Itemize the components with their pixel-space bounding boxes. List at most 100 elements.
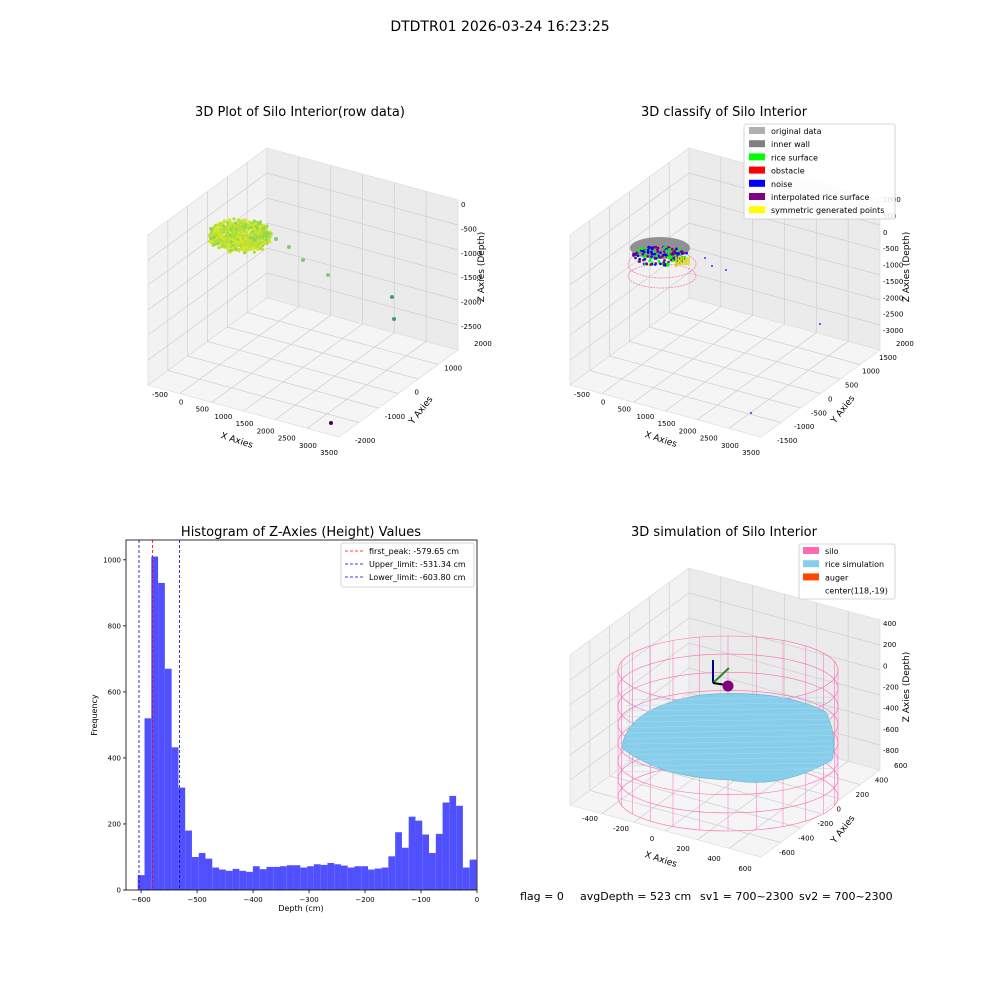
histogram-bar [246,872,253,890]
raw-point [253,227,256,230]
histogram-bar [409,817,416,890]
raw-data-plot-title: 3D Plot of Silo Interior(row data) [195,105,405,120]
axis-tick-label: -200 [817,820,833,828]
raw-point [219,225,222,228]
raw-point [259,231,262,234]
axis-tick-label: 3500 [742,449,760,457]
axis-tick-label: -400 [798,835,814,843]
classified-point [672,259,675,262]
raw-point [265,226,268,229]
histogram-bar [307,866,314,890]
classified-point [643,251,646,254]
histogram-y-ticks: 0 200 400 600 800 1000 [103,556,126,894]
raw-point [253,220,256,223]
axis-tick-label: 0 [883,229,887,237]
raw-point [262,230,265,233]
histogram-bar [327,863,334,890]
histogram-bar [226,871,233,890]
raw-outlier-point [390,295,394,299]
raw-point [242,225,245,228]
histogram-bar [212,868,219,890]
x-tick-label: −200 [355,896,374,904]
histogram-bar [334,864,341,890]
raw-point [208,234,211,237]
legend-entry: auger [825,573,849,582]
axis-tick-label: -1500 [777,437,797,445]
raw-point [259,220,262,223]
legend-entry: original data [771,127,822,136]
raw-point [254,244,257,247]
axis-tick-label: -500 [811,409,827,417]
symmetric-point [685,259,687,261]
raw-point [233,225,236,228]
classified-point [638,260,641,263]
classified-point [642,253,645,256]
histogram-bar [165,669,172,890]
raw-data-3d-plot: 3D Plot of Silo Interior(row data) -5000… [148,105,492,457]
sv1-text: sv1 = 700~2300 [700,890,794,903]
legend-swatch [803,573,819,580]
axis-tick-label: 600 [738,865,751,873]
symmetric-point [688,263,690,265]
legend-entry: Upper_limit: -531.34 cm [369,560,466,569]
simulation-3d-plot: 3D simulation of Silo Interior -400-2000… [570,525,912,873]
legend-entry: inner wall [771,140,810,149]
histogram-bar [266,867,273,890]
classified-point [643,256,646,259]
classified-point [638,258,641,261]
histogram-bar [402,848,409,890]
symmetric-point [683,261,685,263]
histogram-bar [341,866,348,890]
classified-point [682,252,685,255]
axis-tick-label: 1500 [658,420,676,428]
noise-point [711,265,713,267]
histogram-title: Histogram of Z-Axies (Height) Values [181,525,421,540]
symmetric-point [685,257,687,259]
raw-point [261,235,264,238]
raw-point [220,230,223,233]
symmetric-point [688,261,690,263]
axis-tick-label: 200 [883,641,896,649]
raw-point [227,229,230,232]
axis-tick-label: -1500 [883,278,903,286]
histogram-bar [368,870,375,890]
symmetric-point [680,261,682,263]
axis-tick-label: 500 [618,406,631,414]
histogram-bar [300,868,307,890]
avg-depth-text: avgDepth = 523 cm [580,890,691,903]
raw-point [230,221,233,224]
axis-tick-label: 2000 [257,427,275,435]
raw-point [213,240,216,243]
classify-z-axis-label: Z Axies (Depth) [902,232,912,303]
raw-point [268,240,271,243]
symmetric-point [680,257,682,259]
legend-entry: silo [825,547,839,556]
raw-point [254,231,257,234]
axis-tick-label: 400 [875,777,888,785]
histogram-bar [388,856,395,890]
symmetric-point [685,261,687,263]
symmetric-point [678,261,680,263]
histogram-bar [273,867,280,890]
raw-data-axes-box: -5000500100015002000250030003500-2000-10… [148,148,492,457]
axis-tick-label: 2500 [278,435,296,443]
histogram-bar [158,583,165,890]
histogram-bar [314,864,321,890]
histogram-bar [449,796,456,890]
histogram-x-axis-label: Depth (cm) [278,904,323,913]
classified-point [655,255,658,258]
classified-point [637,254,640,257]
status-footer: flag = 0 avgDepth = 523 cm sv1 = 700~230… [520,890,893,903]
classified-point [659,263,662,266]
symmetric-point [680,259,682,261]
legend-entry: obstacle [771,167,805,176]
raw-point [217,246,220,249]
simulation-z-axis-label: Z Axies (Depth) [902,652,912,723]
symmetric-point [678,257,680,259]
raw-point [212,236,215,239]
axis-tick-label: 1000 [214,413,232,421]
figure-title: DTDTR01 2026-03-24 16:23:25 [390,19,609,35]
classified-point [659,256,662,259]
histogram-bar [260,869,267,890]
raw-point [229,249,232,252]
